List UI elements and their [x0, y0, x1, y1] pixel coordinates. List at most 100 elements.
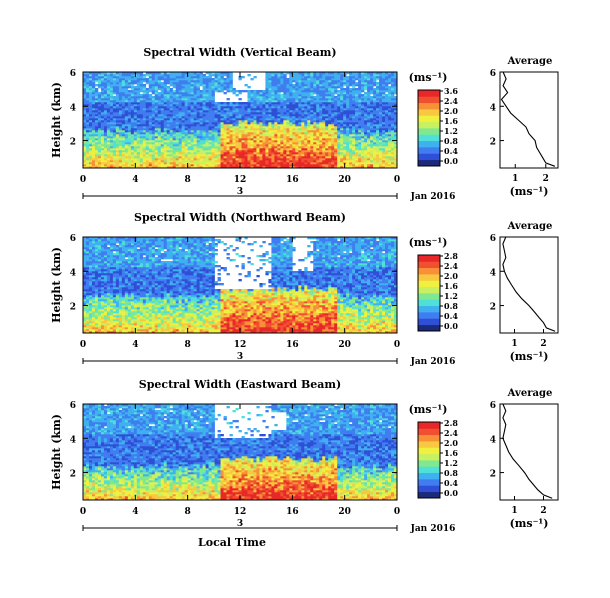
- average-x-label: (ms⁻¹): [510, 350, 549, 363]
- colorbar-swatch: [418, 479, 440, 486]
- average-x-label: (ms⁻¹): [510, 517, 549, 530]
- colorbar-swatch: [418, 102, 440, 110]
- x-tick-label: 4: [132, 175, 138, 185]
- chart-panel-1: Spectral Width (Vertical Beam) Height (km…: [50, 46, 559, 202]
- colorbar-tick-label: 1.2: [444, 291, 458, 301]
- x-tick-label: 0: [394, 175, 400, 185]
- average-title: Average: [507, 56, 553, 67]
- x-tick-label: 16: [286, 175, 299, 185]
- average-y-tick-label: 6: [490, 69, 496, 79]
- average-y-tick-label: 4: [490, 268, 496, 278]
- colorbar-swatch: [418, 434, 440, 442]
- y-tick-label: 2: [70, 138, 76, 148]
- colorbar-tick-label: 1.2: [444, 458, 458, 468]
- colorbar-swatch: [418, 324, 440, 332]
- colorbar-swatch: [418, 90, 440, 97]
- chart-panel-3: Spectral Width (Eastward Beam) Height (km…: [50, 378, 559, 549]
- colorbar-swatch: [418, 485, 440, 493]
- x-tick-label: 12: [234, 175, 247, 185]
- colorbar-tick-label: 1.6: [444, 116, 458, 126]
- y-tick-label: 2: [70, 470, 76, 480]
- colorbar-tick-label: 2.0: [444, 438, 458, 448]
- chart-title: Spectral Width (Northward Beam): [134, 211, 346, 224]
- colorbar-swatch: [418, 96, 440, 104]
- average-x-tick-label: 2: [540, 339, 546, 349]
- colorbar-swatch: [418, 128, 440, 135]
- average-y-tick-label: 2: [490, 470, 496, 480]
- average-y-tick-label: 6: [490, 401, 496, 411]
- colorbar-swatch: [418, 274, 440, 281]
- colorbar-swatch: [418, 422, 440, 429]
- x-tick-label: 8: [185, 175, 191, 185]
- average-y-tick-label: 2: [490, 138, 496, 148]
- x-tick-label: 4: [132, 340, 138, 350]
- x-tick-label: 8: [185, 507, 191, 517]
- average-x-tick-label: 1: [512, 174, 518, 184]
- y-axis-label: Height (km): [50, 82, 63, 158]
- y-axis-label: Height (km): [50, 247, 63, 323]
- colorbar-tick-label: 2.4: [444, 96, 458, 106]
- colorbar-swatch: [418, 153, 440, 161]
- colorbar-swatch: [418, 121, 440, 129]
- date-marker: 3: [237, 187, 243, 197]
- x-tick-label: 20: [338, 175, 351, 185]
- colorbar: 2.82.42.01.61.20.80.40.0: [417, 251, 458, 332]
- colorbar-swatch: [418, 472, 440, 480]
- colorbar: 3.62.42.01.61.20.80.40.0: [417, 86, 458, 167]
- x-tick-label: 8: [185, 340, 191, 350]
- y-tick-label: 4: [70, 268, 76, 278]
- colorbar-swatch: [418, 134, 440, 142]
- colorbar-swatch: [418, 109, 440, 116]
- colorbar-tick-label: 2.0: [444, 271, 458, 281]
- heatmap-cells: [83, 404, 398, 501]
- chart-title: Spectral Width (Eastward Beam): [139, 378, 341, 391]
- x-axis-label: Local Time: [198, 536, 266, 549]
- x-tick-label: 4: [132, 507, 138, 517]
- colorbar-swatch: [418, 267, 440, 275]
- average-x-label: (ms⁻¹): [510, 185, 549, 198]
- colorbar-swatch: [418, 261, 440, 269]
- colorbar-tick-label: 2.8: [444, 418, 458, 428]
- heatmap-cells: [83, 72, 398, 169]
- colorbar-swatch: [418, 312, 440, 319]
- colorbar-swatch: [418, 299, 440, 307]
- colorbar-swatch: [418, 466, 440, 474]
- colorbar-swatch: [418, 280, 440, 288]
- colorbar-tick-label: 2.0: [444, 106, 458, 116]
- average-profile-line: [500, 71, 556, 167]
- colorbar-tick-label: 1.6: [444, 281, 458, 291]
- average-frame: [499, 236, 559, 334]
- colorbar-swatch: [418, 447, 440, 455]
- colorbar-tick-label: 0.0: [444, 488, 458, 498]
- colorbar-unit: (ms⁻¹): [409, 236, 448, 249]
- x-tick-label: 0: [80, 507, 86, 517]
- average-x-tick-label: 1: [511, 506, 517, 516]
- x-tick-label: 20: [338, 340, 351, 350]
- x-tick-label: 16: [286, 340, 299, 350]
- y-tick-label: 4: [70, 435, 76, 445]
- colorbar-tick-label: 1.2: [444, 126, 458, 136]
- y-tick-label: 6: [70, 234, 76, 244]
- date-label: Jan 2016: [410, 357, 456, 367]
- x-tick-label: 0: [80, 175, 86, 185]
- colorbar-tick-label: 0.0: [444, 156, 458, 166]
- y-axis-label: Height (km): [50, 414, 63, 490]
- average-y-tick-label: 4: [490, 435, 496, 445]
- colorbar-swatch: [418, 159, 440, 167]
- colorbar-tick-label: 0.0: [444, 321, 458, 331]
- y-tick-label: 6: [70, 401, 76, 411]
- colorbar-swatch: [418, 428, 440, 436]
- colorbar-swatch: [418, 441, 440, 448]
- colorbar-swatch: [418, 318, 440, 326]
- x-tick-label: 0: [394, 507, 400, 517]
- average-frame: [499, 403, 559, 501]
- colorbar-tick-label: 0.8: [444, 136, 458, 146]
- colorbar-swatch: [418, 140, 440, 148]
- average-x-tick-label: 1: [511, 339, 517, 349]
- colorbar-tick-label: 0.8: [444, 468, 458, 478]
- average-profile-line: [502, 403, 553, 499]
- chart-panel-2: Spectral Width (Northward Beam) Height (k…: [50, 211, 559, 367]
